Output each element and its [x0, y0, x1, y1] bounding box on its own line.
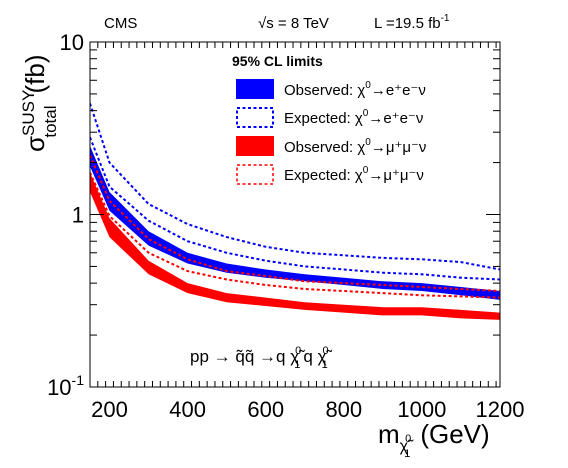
bands-group: [90, 103, 500, 320]
y-tick-label: 10: [60, 30, 84, 55]
x-axis-title: mχ̃0 1(GeV): [378, 419, 490, 460]
x-tick-label: 1000: [397, 397, 446, 422]
legend-swatch-observed-ee: [236, 79, 274, 99]
process-annotation: pp → q̃q̃ →q χ̃0 1 q χ̃0 1: [190, 345, 332, 371]
y-tick-labels: 10-1 1 10: [47, 30, 84, 400]
band-1-expected-upper: [90, 103, 500, 271]
legend-label-observed-ee: Observed: χ0→e⁺e⁻ν: [284, 80, 426, 99]
y-tick-label: 1: [72, 203, 84, 228]
legend-swatch-expected-ee: [236, 107, 274, 128]
x-tick-label: 1200: [476, 397, 525, 422]
legend: 95% CL limits Observed: χ0→e⁺e⁻ν Expecte…: [232, 53, 426, 185]
lumi-label: L =19.5 fb-1: [374, 13, 450, 32]
x-tick-label: 600: [247, 397, 284, 422]
band-1-expected-lower: [90, 137, 500, 281]
band-3-expected-lower: [90, 172, 500, 299]
legend-swatch-observed-mumu: [236, 136, 274, 156]
experiment-label: CMS: [104, 15, 137, 32]
x-tick-label: 400: [169, 397, 206, 422]
x-tick-labels: 200 400 600 800 1000 1200: [91, 397, 524, 422]
band-0-observed: [90, 145, 500, 300]
y-tick-label: 10-1: [47, 372, 84, 400]
legend-label-observed-mumu: Observed: χ0→μ⁺μ⁻ν: [284, 137, 426, 156]
axis-ticks: [89, 41, 500, 388]
x-tick-label: 200: [91, 397, 128, 422]
band-3-expected-upper: [90, 155, 500, 292]
legend-title: 95% CL limits: [232, 53, 323, 69]
x-tick-label: 800: [325, 397, 362, 422]
legend-label-expected-ee: Expected: χ0→e⁺e⁻ν: [284, 108, 423, 127]
legend-label-expected-mumu: Expected: χ0→μ⁺μ⁻ν: [284, 165, 424, 184]
energy-label: √s = 8 TeV: [258, 15, 329, 32]
y-axis-title: σSUSY total(fb): [19, 55, 60, 152]
legend-swatch-expected-mumu: [236, 164, 274, 185]
